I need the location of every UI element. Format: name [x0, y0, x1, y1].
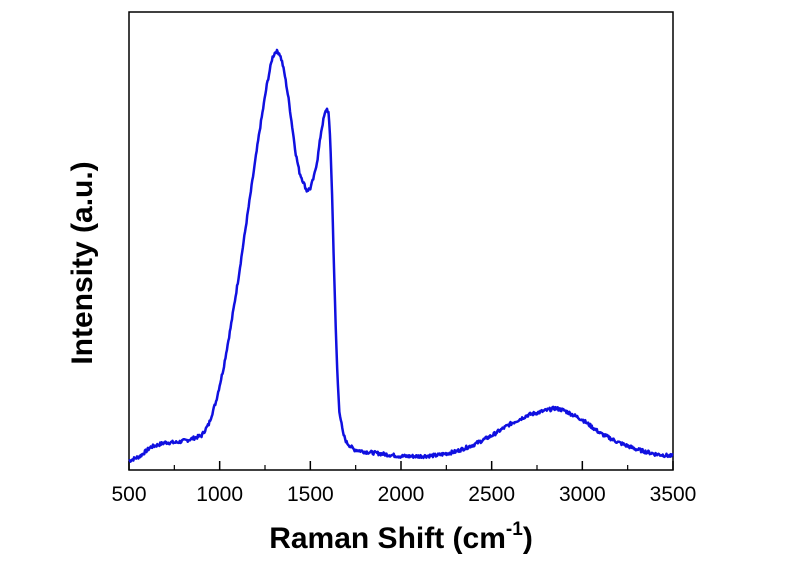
x-tick-label: 3500: [650, 483, 697, 506]
x-axis-title: Raman Shift (cm-1): [269, 519, 533, 555]
plot-frame: [128, 11, 674, 471]
x-tick-label: 500: [111, 483, 146, 506]
x-tick-label: 1500: [287, 483, 334, 506]
x-axis-tick-labels: 500 1000 1500 2000 2500 3000 3500: [111, 483, 696, 506]
x-tick-label: 2000: [378, 483, 425, 506]
y-axis-title: Intensity (a.u.): [66, 161, 99, 364]
raman-spectrum-line: [128, 48, 674, 463]
x-tick-label: 2500: [468, 483, 515, 506]
x-tick-label: 3000: [559, 483, 606, 506]
x-axis-ticks: [128, 461, 674, 470]
x-tick-label: 1000: [196, 483, 243, 506]
